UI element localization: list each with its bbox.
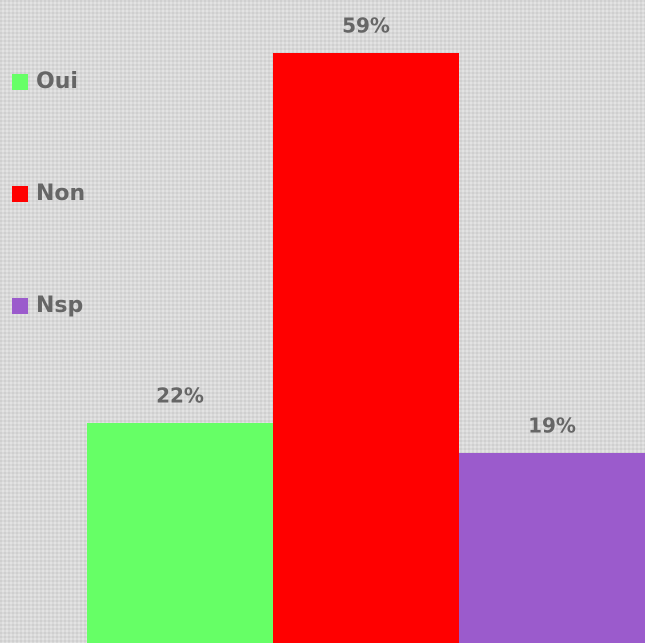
value-label: 22% <box>156 384 204 408</box>
bar <box>87 423 273 643</box>
legend-label: Oui <box>36 69 78 94</box>
value-label: 59% <box>342 14 390 38</box>
legend-label: Nsp <box>36 293 83 318</box>
legend-swatch <box>12 74 28 90</box>
legend-swatch <box>12 298 28 314</box>
value-label: 19% <box>528 414 576 438</box>
legend-swatch <box>12 186 28 202</box>
bar <box>459 453 645 643</box>
bar <box>273 53 459 643</box>
legend-label: Non <box>36 181 85 206</box>
